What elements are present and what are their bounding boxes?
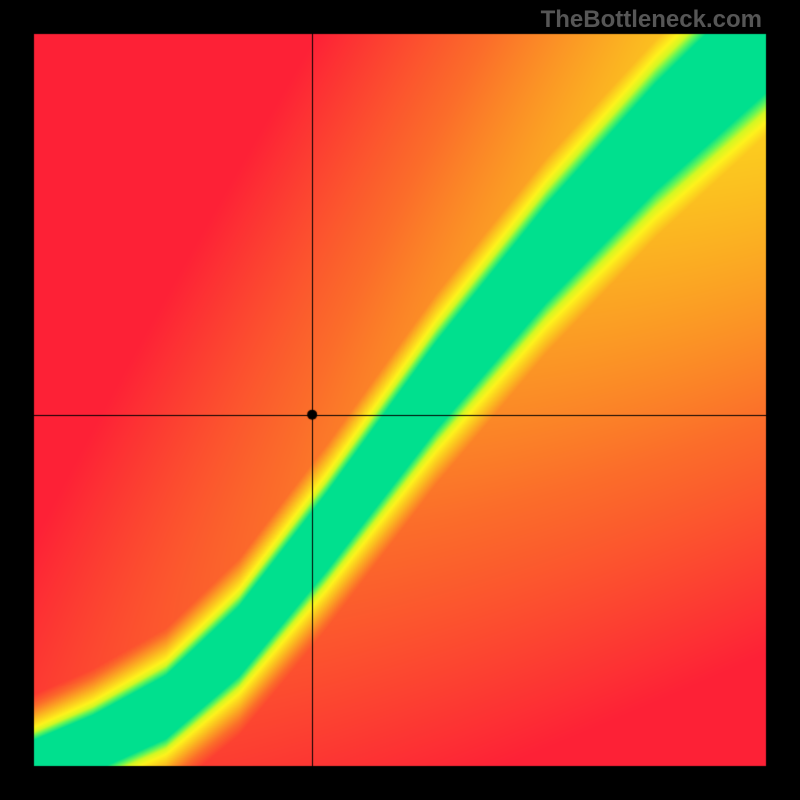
- chart-container: TheBottleneck.com: [0, 0, 800, 800]
- watermark-text: TheBottleneck.com: [541, 6, 762, 34]
- heatmap-canvas: [0, 0, 800, 800]
